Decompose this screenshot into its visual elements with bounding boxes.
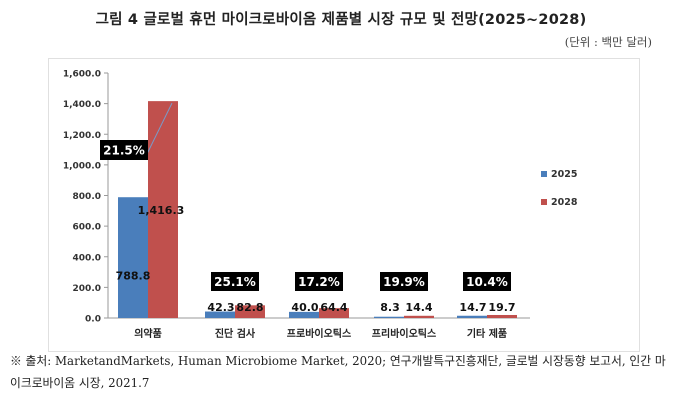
growth-label-4: 10.4% xyxy=(466,275,508,289)
data-label-2028-3: 14.4 xyxy=(405,301,432,314)
bar-2025-4 xyxy=(457,315,487,318)
growth-label-3: 19.9% xyxy=(383,275,425,289)
growth-box-4 xyxy=(463,272,511,291)
data-label-2025-3: 8.3 xyxy=(380,301,400,314)
growth-box-0 xyxy=(100,140,148,160)
growth-box-3 xyxy=(380,272,428,291)
growth-label-0: 21.5% xyxy=(103,144,145,158)
bar-2028-2 xyxy=(319,308,349,318)
growth-box-2 xyxy=(295,272,343,291)
y-tick-label: 600.0 xyxy=(73,223,101,233)
data-label-2025-4: 14.7 xyxy=(459,301,486,314)
y-tick-label: 1,200.0 xyxy=(63,131,101,141)
bar-2025-3 xyxy=(374,316,404,318)
legend-label-2025: 2025 xyxy=(551,169,577,180)
data-label-2028-2: 64.4 xyxy=(320,301,347,314)
y-tick-label: 1,600.0 xyxy=(63,70,101,80)
x-tick-label: 기타 제품 xyxy=(467,327,507,340)
data-label-2028-0: 1,416.3 xyxy=(138,204,185,217)
bar-chart: 0.0 200.0 400.0 600.0 800.0 1,000.0 1,200.0 1,4… xyxy=(63,70,578,341)
y-tick-label: 0.0 xyxy=(85,315,101,325)
source-note: ※ 출처: MarketandMarkets, Human Microbiome… xyxy=(10,354,666,390)
legend-swatch-2025 xyxy=(541,171,547,177)
data-label-2025-2: 40.0 xyxy=(291,301,318,314)
chart-title: 그림 4 글로벌 휴먼 마이크로바이옴 제품별 시장 규모 및 전망(2025~… xyxy=(95,12,587,28)
bar-2025-2 xyxy=(289,311,319,318)
bar-2025-0 xyxy=(118,197,148,318)
x-tick-label: 의약품 xyxy=(134,327,162,340)
legend-label-2028: 2028 xyxy=(551,197,578,208)
bar-2025-1 xyxy=(205,311,235,318)
y-tick-label: 400.0 xyxy=(73,253,101,263)
y-tick-label: 800.0 xyxy=(73,192,101,202)
unit-label: (단위 : 백만 달러) xyxy=(564,35,652,49)
legend-swatch-2028 xyxy=(541,199,547,205)
y-tick-label: 1,000.0 xyxy=(63,161,101,171)
x-tick-label: 프로바이오틱스 xyxy=(287,327,351,340)
y-tick-label: 1,400.0 xyxy=(63,100,101,110)
growth-box-1 xyxy=(211,272,259,291)
data-label-2028-4: 19.7 xyxy=(488,301,515,314)
data-label-2028-1: 82.8 xyxy=(236,301,263,314)
data-label-2025-0: 788.8 xyxy=(116,270,151,283)
growth-label-1: 25.1% xyxy=(214,275,256,289)
growth-label-2: 17.2% xyxy=(298,275,340,289)
bar-2028-0 xyxy=(148,101,178,318)
x-tick-label: 프리바이오틱스 xyxy=(372,327,436,340)
growth-connector xyxy=(145,102,173,157)
y-tick-label: 200.0 xyxy=(73,284,101,294)
bar-2028-1 xyxy=(235,305,265,318)
bar-2028-4 xyxy=(487,314,517,318)
x-tick-label: 진단 검사 xyxy=(215,327,256,340)
data-label-2025-1: 42.3 xyxy=(207,301,234,314)
bar-2028-3 xyxy=(404,315,434,318)
